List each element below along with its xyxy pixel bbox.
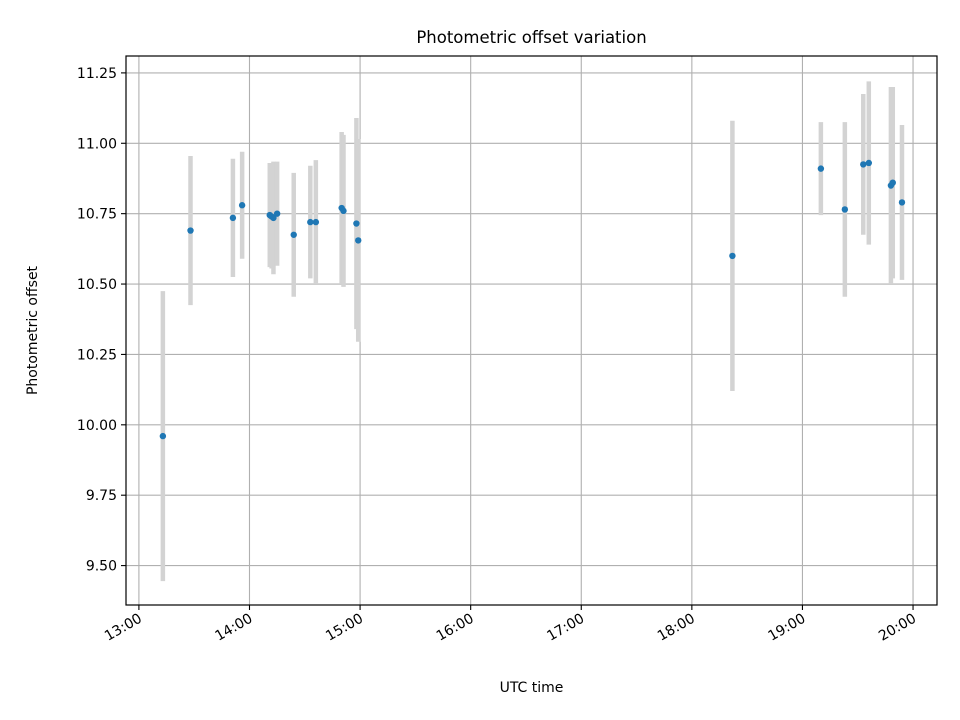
data-point xyxy=(353,220,360,227)
data-point xyxy=(898,199,906,206)
y-tick-label: 10.50 xyxy=(77,277,117,293)
y-tick-label: 10.75 xyxy=(77,207,117,223)
data-point xyxy=(238,202,246,209)
y-tick-label: 11.25 xyxy=(77,66,117,82)
data-point xyxy=(187,227,194,234)
data-point xyxy=(865,159,873,167)
data-point xyxy=(860,161,867,168)
x-axis-label: UTC time xyxy=(500,680,564,696)
y-tick-label: 9.75 xyxy=(86,488,117,504)
data-point xyxy=(159,432,167,440)
plot-frame xyxy=(125,55,938,606)
y-tick-label: 10.25 xyxy=(77,347,117,363)
data-point xyxy=(307,218,314,226)
data-point xyxy=(229,214,237,222)
data-point xyxy=(355,237,362,244)
y-axis: 9.50 9.75 10.00 10.25 10.50 10.75 11.00 11.25 xyxy=(77,66,126,575)
chart-title: Photometric offset variation xyxy=(416,28,646,47)
data-point xyxy=(841,206,849,213)
data-point xyxy=(312,218,320,226)
data-point xyxy=(729,252,736,260)
data-point xyxy=(889,179,896,186)
grid xyxy=(126,56,937,605)
y-tick-label: 9.50 xyxy=(86,559,117,575)
y-tick-label: 10.00 xyxy=(77,418,117,434)
data-point xyxy=(340,207,347,215)
y-axis-label: Photometric offset xyxy=(25,265,41,395)
data-point xyxy=(817,165,825,172)
data-point xyxy=(270,214,277,222)
data-points xyxy=(159,159,906,440)
data-point xyxy=(273,210,281,217)
y-tick-label: 11.00 xyxy=(77,136,117,152)
data-point xyxy=(290,231,297,238)
